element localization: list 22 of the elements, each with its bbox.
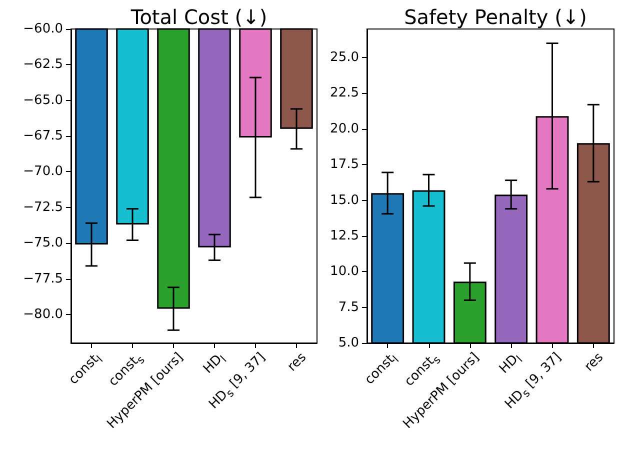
y-tick-label: −65.0 — [23, 92, 63, 108]
y-tick-label: −75.0 — [23, 236, 63, 251]
y-tick-label: 22.5 — [330, 86, 359, 101]
chart-title: Total Cost (↓) — [130, 5, 268, 29]
x-tick-label: res — [284, 350, 310, 375]
y-tick-label: −60.0 — [23, 22, 63, 36]
y-tick-label: −67.5 — [23, 128, 63, 144]
y-tick-label: 20.0 — [330, 121, 359, 136]
y-tick-label: −80.0 — [23, 306, 63, 322]
x-tick-label: res — [581, 350, 606, 375]
y-tick-label: 7.5 — [338, 300, 359, 315]
y-tick-label: 10.0 — [330, 264, 359, 280]
y-tick-label: 17.5 — [330, 157, 359, 172]
y-tick-label: −77.5 — [23, 271, 63, 286]
y-tick-label: −70.0 — [23, 164, 63, 180]
y-tick-label: 15.0 — [330, 192, 359, 208]
chart-title: Safety Penalty (↓) — [404, 5, 587, 29]
y-tick-label: 25.0 — [330, 50, 359, 66]
y-tick-label: −62.5 — [23, 57, 63, 72]
y-tick-label: 5.0 — [338, 336, 359, 350]
y-tick-label: 12.5 — [330, 228, 359, 244]
y-tick-label: −72.5 — [23, 200, 63, 215]
